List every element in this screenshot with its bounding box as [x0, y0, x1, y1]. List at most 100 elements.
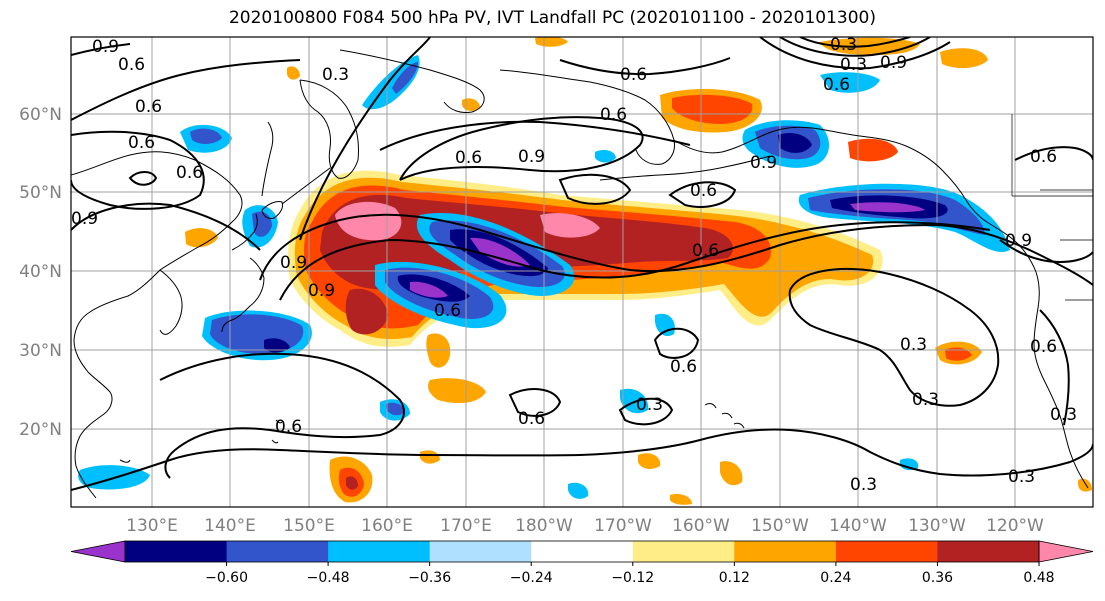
colorbar-tick-label: −0.36	[408, 570, 451, 586]
contour-label: 0.6	[518, 409, 545, 429]
lat-label: 50°N	[19, 183, 62, 203]
contour-label: 0.6	[455, 148, 482, 168]
colorbar-swatch	[226, 541, 329, 562]
lon-label: 150°W	[751, 516, 809, 536]
lon-label: 180°W	[515, 516, 573, 536]
lon-label: 130°W	[908, 516, 966, 536]
contour-0.6-mid	[71, 202, 261, 251]
lon-label: 130°E	[126, 516, 178, 536]
pc-contours	[71, 37, 1093, 491]
graticule	[71, 37, 1093, 507]
contour-0.3-center	[618, 397, 674, 426]
pv-negative-sea-1-mid	[386, 402, 405, 416]
pv-negative-sea-7	[595, 150, 616, 163]
contour-0.6-main	[279, 221, 991, 301]
pv-positive-sc-10	[670, 494, 692, 505]
contour-label: 0.6	[600, 105, 627, 125]
contour-labels: 0.9 0.6 0.6 0.6 0.6 0.9 0.3 0.6 0.9 0.6 …	[71, 37, 1077, 495]
colorbar-extend-high	[1038, 540, 1094, 563]
pv-positive-sc-1	[426, 333, 451, 368]
contour-label: 0.6	[620, 65, 647, 85]
pv-positive-sc-5	[185, 228, 218, 248]
pv-positive-ak-2	[848, 138, 898, 162]
colorbar-tick-label: 0.48	[1023, 570, 1054, 586]
colorbar-tick-label: −0.24	[510, 570, 553, 586]
lat-label: 30°N	[19, 341, 62, 361]
contour-label: 0.6	[135, 97, 162, 117]
pv-negative-okhotsk-mid	[392, 62, 418, 94]
contour-label: 0.6	[823, 75, 850, 95]
colorbar-swatch	[937, 541, 1040, 562]
coast-chukotka	[339, 49, 485, 113]
contour-label: 0.6	[434, 301, 461, 321]
contour-label: 0.9	[308, 281, 335, 301]
contour-label: 0.6	[1030, 147, 1057, 167]
colorbar-border	[124, 540, 1040, 563]
contour-label: 0.6	[176, 163, 203, 183]
colorbar-swatch	[125, 541, 228, 562]
pv-negative-alaska-dark	[778, 133, 812, 153]
contour-0.6-north	[71, 59, 301, 121]
pv-positive-sc-6	[638, 453, 661, 469]
contour-label: 0.3	[1008, 467, 1035, 487]
contour-0.9-nw	[71, 43, 131, 56]
contour-label: 0.9	[1005, 231, 1032, 251]
lon-label: 170°E	[440, 516, 492, 536]
pv-negative-siberia-mid	[190, 128, 222, 144]
contour-label: 0.6	[692, 241, 719, 261]
contour-label: 0.6	[1030, 337, 1057, 357]
colorbar-swatch	[835, 541, 938, 562]
contour-label: 0.3	[840, 55, 867, 75]
pv-positive-alaska-red	[672, 94, 753, 124]
colorbar-swatch	[632, 541, 735, 562]
contour-label: 0.6	[118, 55, 145, 75]
contour-0.6-inner	[558, 173, 632, 205]
pv-positive-sc-4-red	[945, 347, 972, 361]
coast-sakhalin	[261, 121, 274, 197]
contour-label: 0.3	[322, 65, 349, 85]
contour-label: 0.6	[128, 133, 155, 153]
colorbar-tick-label: 0.24	[820, 570, 851, 586]
coast-asia	[71, 151, 243, 499]
contour-label: 0.3	[900, 335, 927, 355]
contour-0.6-small-1	[653, 327, 700, 359]
coast-aleutians	[599, 155, 771, 181]
pv-negative-okhotsk	[362, 55, 420, 110]
pv-positive-sc-9	[535, 37, 568, 47]
map-title: 2020100800 F084 500 hPa PV, IVT Landfall…	[228, 8, 876, 28]
contour-0.9-ne	[999, 239, 1093, 264]
coast-islands-nw	[119, 419, 283, 463]
contour-label: 0.3	[1050, 405, 1077, 425]
coastlines	[71, 49, 1093, 499]
contour-0.6-n-alaska	[559, 57, 731, 76]
map-border	[70, 36, 1094, 508]
colorbar-tick-label: 0.36	[922, 570, 953, 586]
lon-label: 120°W	[986, 516, 1044, 536]
pv-positive-sc-3-dr	[346, 476, 358, 490]
coast-canada-border	[1011, 114, 1093, 301]
contour-label: 0.9	[280, 253, 307, 273]
lat-label: 40°N	[19, 262, 62, 282]
contour-0.3-east	[788, 268, 1000, 407]
contour-label: 0.6	[690, 181, 717, 201]
colorbar-tick-label: −0.48	[307, 570, 350, 586]
pv-positive-lobe-south	[345, 288, 388, 335]
pv-positive-core-pink	[335, 201, 402, 241]
colorbar-extend-low	[70, 540, 126, 563]
pv-negative-japan-dark	[264, 338, 290, 353]
colorbar-tick-label: 0.12	[719, 570, 750, 586]
coast-alaska	[499, 69, 1089, 489]
lon-labels: 130°E 140°E 150°E 160°E 170°E 180°W 170°…	[126, 516, 1044, 536]
coast-japan	[221, 213, 265, 333]
contour-label: 0.9	[880, 53, 907, 73]
contour-0.6-ne	[1014, 146, 1093, 161]
contour-label: 0.6	[670, 357, 697, 377]
pv-shading	[78, 37, 1092, 505]
contour-label: 0.9	[92, 37, 119, 57]
contour-0.6-ring	[71, 130, 205, 210]
pv-negative-sea-5	[568, 482, 589, 499]
contour-label: 0.3	[912, 390, 939, 410]
pv-positive-core-pink-2	[540, 213, 600, 238]
colorbar-swatch	[734, 541, 837, 562]
contour-alaska-rings	[759, 37, 951, 70]
